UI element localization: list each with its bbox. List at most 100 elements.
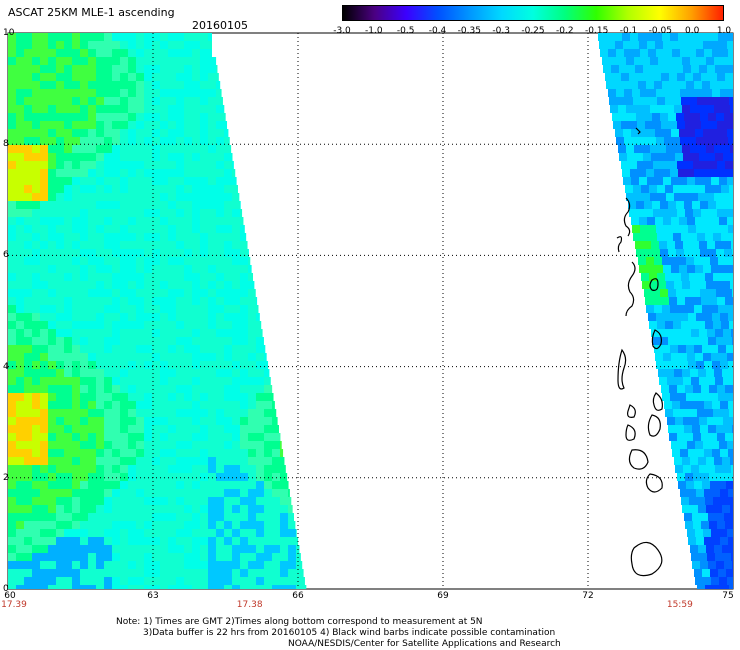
swath-cell [708, 201, 716, 209]
swath-cell [80, 321, 88, 329]
swath-cell [264, 537, 272, 545]
swath-cell [40, 497, 48, 505]
swath-cell [88, 81, 96, 89]
swath-cell [136, 41, 144, 49]
swath-cell [128, 377, 136, 385]
swath-cell [256, 321, 262, 329]
swath-cell [64, 529, 72, 537]
swath-cell [80, 49, 88, 57]
swath-cell [686, 33, 694, 41]
swath-cell [144, 561, 152, 569]
swath-cell [136, 185, 144, 193]
swath-cell [655, 41, 663, 49]
swath-cell [64, 209, 72, 217]
swath-cell [40, 289, 48, 297]
swath-cell [192, 289, 200, 297]
swath-cell [240, 241, 248, 249]
swath-cell [88, 265, 96, 273]
swath-cell [88, 105, 96, 113]
colorbar-tick-label: -0.4 [428, 26, 447, 36]
swath-cell [638, 33, 646, 41]
swath-cell [642, 105, 650, 113]
pass-time-label: 17.39 [1, 600, 27, 610]
swath-cell [16, 89, 24, 97]
swath-cell [661, 297, 669, 305]
swath-cell [96, 497, 104, 505]
swath-cell [16, 177, 24, 185]
swath-cell [128, 497, 136, 505]
swath-cell [192, 449, 200, 457]
swath-cell [706, 369, 714, 377]
swath-cell [696, 225, 704, 233]
swath-cell [704, 89, 712, 97]
swath-cell [622, 33, 630, 41]
swath-cell [240, 521, 248, 529]
swath-cell [184, 553, 192, 561]
swath-cell [40, 57, 48, 65]
swath-cell [120, 129, 128, 137]
swath-cell [48, 361, 56, 369]
swath-cell [240, 209, 243, 217]
swath-cell [200, 49, 208, 57]
swath-cell [32, 545, 40, 553]
swath-cell [208, 233, 216, 241]
swath-cell [96, 569, 104, 577]
swath-cell [32, 273, 40, 281]
swath-cell [80, 145, 88, 153]
swath-cell [72, 329, 80, 337]
swath-cell [56, 569, 64, 577]
swath-cell [64, 473, 72, 481]
swath-cell [128, 289, 136, 297]
swath-cell [710, 569, 718, 577]
swath-cell [24, 65, 32, 73]
swath-cell [48, 393, 56, 401]
swath-cell [256, 505, 264, 513]
swath-cell [668, 113, 676, 121]
swath-cell [698, 369, 706, 377]
swath-cell [704, 537, 712, 545]
swath-cell [200, 113, 208, 121]
swath-cell [720, 537, 728, 545]
swath-cell [649, 185, 657, 193]
swath-cell [715, 377, 723, 385]
swath-cell [712, 449, 720, 457]
swath-cell [120, 345, 128, 353]
swath-cell [160, 177, 168, 185]
swath-cell [144, 169, 152, 177]
swath-cell [248, 561, 256, 569]
swath-cell [168, 121, 176, 129]
swath-cell [272, 449, 280, 457]
swath-cell [232, 409, 240, 417]
swath-cell [691, 465, 699, 473]
swath-cell [168, 161, 176, 169]
swath-cell [32, 289, 40, 297]
swath-cell [695, 217, 703, 225]
swath-cell [200, 161, 208, 169]
swath-cell [40, 401, 48, 409]
swath-cell [56, 137, 64, 145]
swath-cell [40, 89, 48, 97]
swath-cell [32, 297, 40, 305]
swath-cell [728, 401, 733, 409]
swath-cell [232, 473, 240, 481]
swath-cell [32, 329, 40, 337]
swath-cell [200, 497, 208, 505]
swath-cell [184, 81, 192, 89]
swath-cell [288, 481, 289, 489]
swath-cell [248, 345, 256, 353]
swath-cell [208, 57, 216, 65]
swath-cell [264, 377, 271, 385]
swath-cell [64, 177, 72, 185]
swath-cell [722, 457, 730, 465]
swath-cell [704, 225, 712, 233]
pass-time-label: 17.38 [236, 600, 263, 610]
swath-cell [264, 441, 272, 449]
swath-cell [112, 393, 120, 401]
swath-cell [176, 585, 184, 589]
swath-cell [673, 321, 681, 329]
swath-cell [192, 57, 200, 65]
swath-cell [184, 457, 192, 465]
swath-cell [88, 89, 96, 97]
swath-cell [96, 561, 104, 569]
swath-cell [722, 105, 730, 113]
